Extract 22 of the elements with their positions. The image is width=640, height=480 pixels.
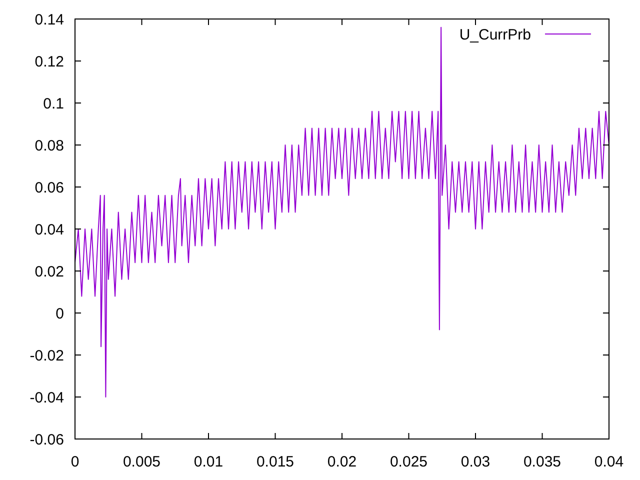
y-tick-label: 0: [56, 305, 64, 322]
x-tick-label: 0.01: [194, 453, 224, 470]
y-tick-label: 0.04: [34, 221, 64, 238]
y-tick-label: -0.06: [30, 431, 64, 448]
x-tick-label: 0.005: [122, 453, 161, 470]
x-tick-label: 0.03: [460, 453, 490, 470]
x-tick-label: 0.025: [390, 453, 428, 470]
x-tick-label: 0.035: [523, 453, 562, 470]
y-tick-label: 0.14: [34, 11, 64, 28]
y-tick-label: 0.06: [34, 179, 64, 196]
y-tick-label: 0.1: [43, 95, 64, 112]
x-tick-label: 0.02: [327, 453, 357, 470]
x-tick-label: 0: [70, 453, 80, 470]
legend-label: U_CurrPrb: [459, 26, 531, 44]
y-tick-label: -0.04: [30, 389, 64, 406]
x-tick-label: 0.04: [594, 453, 624, 470]
y-tick-label: 0.02: [34, 263, 64, 280]
y-tick-label: 0.12: [34, 53, 64, 70]
x-tick-label: 0.015: [256, 453, 294, 470]
line-series: [74, 26, 610, 398]
y-tick-label: -0.02: [30, 347, 64, 364]
y-tick-label: 0.08: [34, 137, 64, 154]
